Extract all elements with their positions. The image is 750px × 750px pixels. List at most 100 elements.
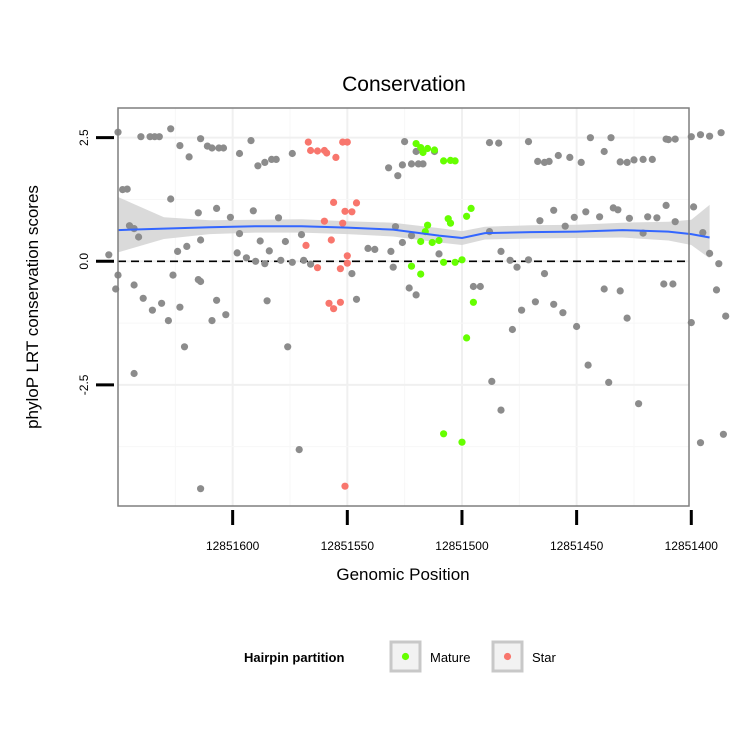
point-other	[534, 157, 542, 165]
point-other	[167, 195, 175, 203]
point-other	[265, 247, 273, 255]
legend-item-star: Star	[491, 640, 557, 673]
point-other	[573, 322, 581, 331]
point-other	[398, 238, 406, 247]
plot-background	[118, 108, 689, 506]
point-other	[387, 247, 395, 255]
point-other	[706, 249, 714, 257]
point-other	[272, 155, 280, 163]
point-other	[653, 214, 661, 222]
point-star	[304, 138, 312, 146]
legend-dot-star	[503, 652, 512, 661]
point-other	[256, 237, 264, 245]
point-star	[332, 153, 340, 161]
point-mature	[417, 270, 425, 278]
point-other	[623, 314, 631, 322]
point-other	[559, 309, 567, 317]
x-tick-label: 12851500	[435, 539, 489, 553]
legend: Hairpin partition Mature Star	[244, 640, 557, 673]
y-axis: 2.5 0.0 -2.5	[77, 129, 114, 395]
point-other	[300, 256, 308, 264]
point-star	[343, 252, 351, 260]
point-other	[715, 260, 723, 268]
point-other	[630, 156, 638, 164]
point-star	[307, 146, 315, 155]
y-tick-label: -2.5	[77, 374, 91, 395]
confidence-band	[118, 197, 710, 259]
point-mature	[467, 204, 475, 212]
point-other	[169, 271, 177, 279]
point-other	[261, 158, 269, 166]
point-other	[616, 287, 624, 295]
point-star	[336, 265, 344, 273]
point-other	[130, 281, 138, 289]
point-other	[497, 406, 505, 414]
point-other	[508, 325, 516, 334]
point-other	[252, 257, 260, 265]
point-other	[405, 284, 413, 292]
point-other	[596, 213, 604, 221]
point-other	[495, 139, 503, 147]
point-other	[660, 280, 668, 288]
point-other	[222, 311, 230, 319]
y-axis-title: phyloP LRT conservation scores	[23, 185, 42, 429]
point-other	[435, 250, 443, 258]
x-tick-label: 12851550	[321, 539, 375, 553]
point-other	[536, 217, 544, 225]
point-other	[197, 135, 205, 143]
x-tick-label: 12851600	[206, 539, 260, 553]
point-mature	[440, 430, 448, 438]
point-other	[584, 361, 592, 369]
point-other	[570, 213, 578, 221]
y-tick-label: 2.5	[77, 129, 91, 146]
point-star	[352, 199, 361, 207]
point-other	[607, 134, 615, 142]
point-other	[671, 218, 679, 226]
point-mature	[428, 238, 436, 247]
point-star	[320, 217, 328, 225]
point-star	[343, 259, 351, 267]
x-tick-label: 12851450	[550, 539, 604, 553]
point-other	[513, 263, 521, 271]
point-other	[137, 133, 145, 141]
point-star	[330, 305, 338, 313]
point-star	[325, 299, 333, 307]
point-other	[722, 312, 730, 320]
point-other	[391, 223, 400, 231]
point-other	[506, 256, 514, 264]
point-other	[183, 242, 191, 250]
confidence-band-layer	[118, 197, 710, 259]
point-mature	[463, 334, 471, 342]
point-other	[550, 206, 558, 214]
point-star	[339, 219, 347, 227]
point-other	[561, 222, 569, 230]
point-other	[485, 228, 494, 236]
point-star	[327, 236, 335, 244]
point-other	[600, 147, 608, 156]
point-other	[524, 138, 533, 146]
point-star	[313, 147, 322, 155]
point-mature	[451, 258, 459, 266]
point-other	[497, 247, 505, 255]
point-mature	[463, 212, 471, 220]
point-other	[518, 306, 526, 314]
point-other	[648, 155, 656, 163]
point-mature	[458, 256, 466, 264]
point-other	[197, 236, 205, 244]
point-other	[690, 203, 698, 211]
x-tick-label: 12851400	[665, 539, 719, 553]
point-other	[412, 291, 420, 299]
point-other	[130, 369, 138, 378]
point-other	[219, 144, 228, 152]
point-other	[401, 138, 409, 146]
point-star	[330, 198, 338, 206]
point-mature	[469, 298, 477, 306]
point-other	[297, 231, 306, 239]
point-star	[343, 138, 351, 146]
point-other	[307, 260, 315, 268]
point-mature	[451, 157, 459, 165]
point-other	[389, 263, 397, 271]
point-other	[639, 155, 647, 163]
point-other	[233, 249, 241, 257]
